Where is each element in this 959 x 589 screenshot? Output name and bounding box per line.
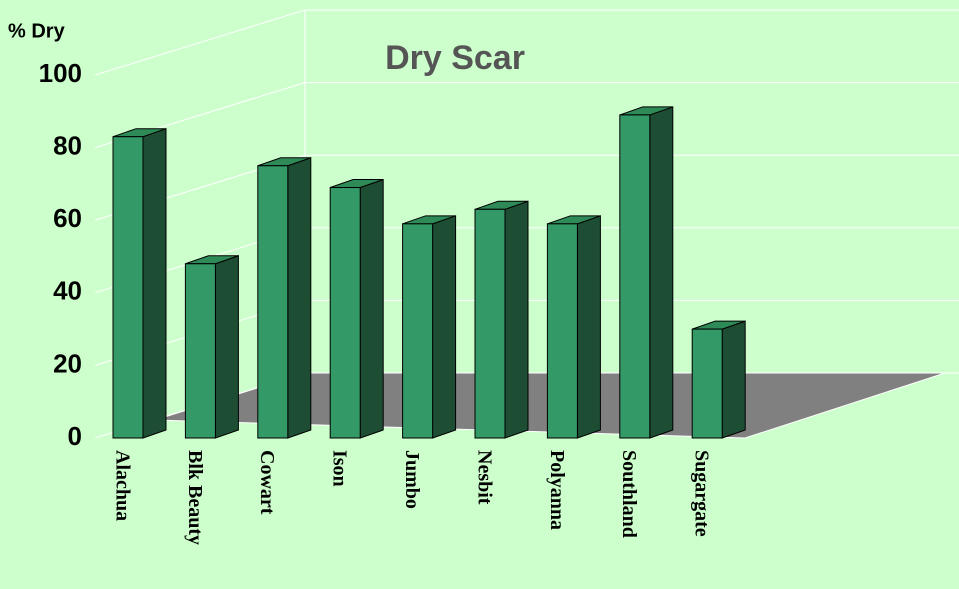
bar-side <box>214 255 239 439</box>
bar-front <box>402 223 434 439</box>
bar-front <box>329 187 361 439</box>
bar-front <box>112 136 144 439</box>
y-tick-label: 0 <box>68 421 82 451</box>
x-tick-label: Nesbit <box>473 450 495 505</box>
x-tick-label: Sugargate <box>691 450 713 537</box>
y-tick-label: 20 <box>53 348 82 378</box>
x-tick-label: Polyanna <box>546 450 568 530</box>
bar <box>112 128 167 439</box>
x-tick-label: Cowart <box>256 450 278 515</box>
grid-line <box>94 9 959 76</box>
bar-front <box>257 165 289 439</box>
grid-line <box>94 82 959 149</box>
y-tick-label: 60 <box>53 203 82 233</box>
bar <box>257 157 312 439</box>
bar-side <box>287 157 312 439</box>
x-tick-label: Southland <box>618 450 640 538</box>
x-tick-label: Jumbo <box>401 450 423 509</box>
x-tick-label: Blk Beauty <box>184 450 206 545</box>
y-tick-label: 80 <box>53 130 82 160</box>
bar <box>619 106 674 439</box>
bar <box>546 215 601 439</box>
bar-front <box>619 114 651 439</box>
bar-side <box>649 106 674 439</box>
bar-front <box>184 263 216 439</box>
x-tick-label: Alachua <box>111 450 133 521</box>
bar-front <box>546 223 578 439</box>
bar-side <box>721 320 746 439</box>
chart-title: Dry Scar <box>385 39 525 77</box>
bar-side <box>576 215 601 439</box>
bar-front <box>691 328 723 439</box>
bar-side <box>504 200 529 439</box>
bar <box>402 215 457 439</box>
y-axis-label: % Dry <box>8 20 66 42</box>
y-tick-label: 100 <box>39 58 82 88</box>
x-tick-label: Ison <box>329 450 351 487</box>
bar <box>184 255 239 439</box>
bar-side <box>359 178 384 439</box>
bar-side <box>142 128 167 439</box>
y-tick-label: 40 <box>53 276 82 306</box>
bar-front <box>474 208 506 439</box>
bar <box>474 200 529 439</box>
bar <box>691 320 746 439</box>
bar <box>329 178 384 439</box>
bar-side <box>432 215 457 439</box>
